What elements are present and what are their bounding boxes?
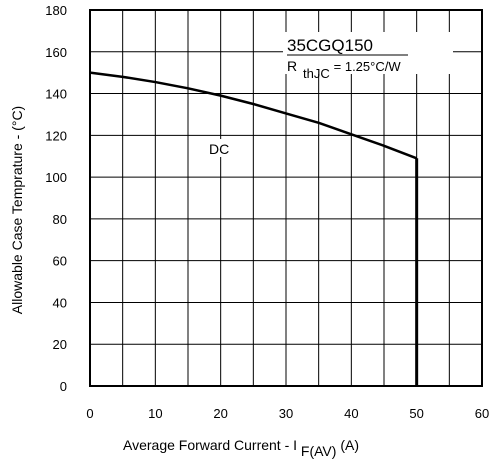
plot-border	[89, 9, 483, 387]
y-tick-labels: 0 20 40 60 80 100 120 140 160 180	[45, 3, 67, 394]
rth-value: = 1.25°C/W	[334, 59, 402, 74]
y-tick-label: 20	[53, 337, 67, 352]
x-tick-label: 30	[279, 406, 293, 421]
x-axis-title-sub: F(AV)	[301, 443, 337, 459]
x-tick-label: 10	[148, 406, 162, 421]
series-layer	[89, 71, 419, 386]
x-tick-labels: 0 10 20 30 40 50 60	[86, 406, 489, 421]
x-tick-label: 50	[409, 406, 423, 421]
y-tick-label: 100	[45, 170, 67, 185]
dc-label-bg	[207, 139, 237, 157]
series-line-dc	[89, 71, 418, 160]
x-axis-title-main: Average Forward Current - I	[123, 437, 297, 453]
y-tick-label: 160	[45, 45, 67, 60]
rth-symbol: R	[287, 58, 297, 74]
x-axis-title: Average Forward Current - I F(AV) (A)	[123, 437, 359, 459]
x-tick-label: 40	[344, 406, 358, 421]
y-tick-label: 0	[60, 379, 67, 394]
dc-curve-label: DC	[209, 141, 229, 157]
x-tick-label: 0	[86, 406, 93, 421]
y-tick-label: 180	[45, 3, 67, 18]
x-tick-label: 60	[475, 406, 489, 421]
y-tick-label: 40	[53, 295, 67, 310]
y-tick-label: 80	[53, 212, 67, 227]
y-axis-title: Allowable Case Temprature - (°C)	[9, 106, 25, 314]
y-tick-label: 140	[45, 87, 67, 102]
rth-label: R thJC = 1.25°C/W	[287, 58, 401, 81]
x-axis-title-unit: (A)	[340, 437, 359, 453]
y-tick-label: 60	[53, 254, 67, 269]
plot-frame	[89, 9, 483, 387]
part-number-label: 35CGQ150	[287, 36, 373, 55]
annotation-box	[283, 32, 453, 74]
rth-subscript: thJC	[303, 66, 330, 81]
x-tick-label: 20	[213, 406, 227, 421]
y-tick-label: 120	[45, 128, 67, 143]
